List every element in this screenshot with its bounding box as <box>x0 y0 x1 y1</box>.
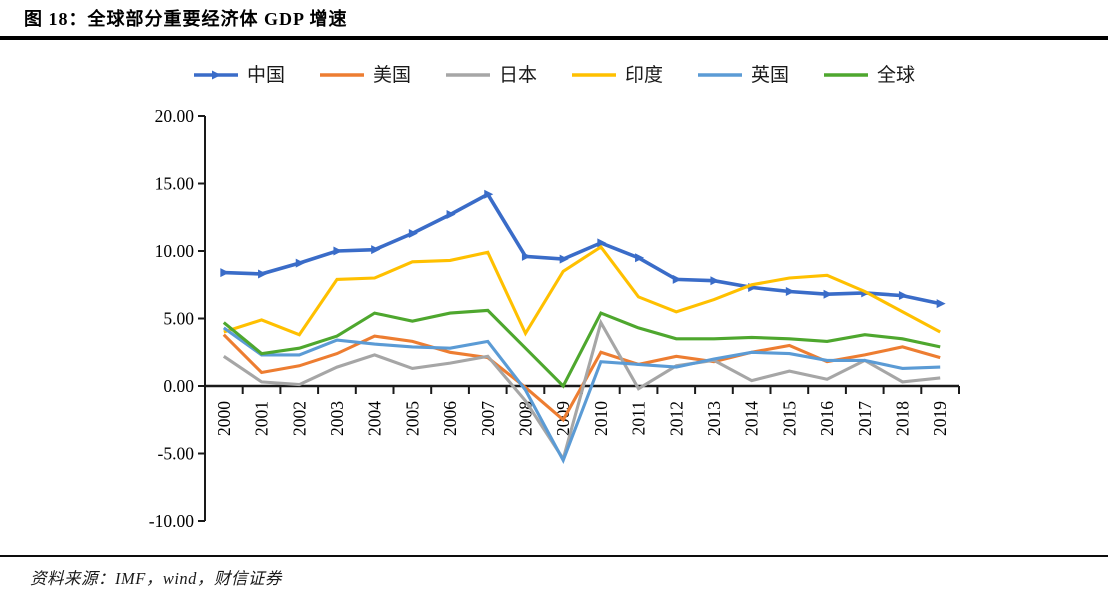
title-rule <box>0 36 1108 40</box>
y-tick-label: -5.00 <box>158 444 195 464</box>
x-tick-label: 2015 <box>779 401 799 436</box>
x-tick-label: 2005 <box>402 401 422 436</box>
legend-swatch <box>319 73 364 77</box>
series-marker <box>295 258 305 268</box>
series-marker <box>521 251 531 261</box>
legend-swatch <box>445 73 490 77</box>
legend-label: 日本 <box>498 64 537 86</box>
series-marker <box>936 299 946 309</box>
series-marker <box>823 289 833 299</box>
x-tick-label: 2001 <box>252 401 272 436</box>
series-line-3 <box>222 318 941 463</box>
legend: 中国 美国 日本 印度 英国 全球 <box>0 58 1108 92</box>
chart-area: 20.00 15.00 10.00 5.00 0.00 -5.00 -10.00 2000 20… <box>149 106 960 531</box>
series-marker <box>258 269 268 279</box>
legend-label: 美国 <box>372 64 411 86</box>
x-tick-label: 2000 <box>214 401 234 436</box>
x-tick-label: 2017 <box>855 401 875 436</box>
x-tick-label: 2012 <box>666 401 686 436</box>
legend-swatch <box>698 73 743 77</box>
series-marker <box>597 238 607 248</box>
series-marker <box>898 291 908 301</box>
x-tick-label: 2018 <box>892 401 912 436</box>
chart-svg: 20.00 15.00 10.00 5.00 0.00 -5.00 -10.00 2000 20… <box>149 106 960 531</box>
y-tick-label: 10.00 <box>155 241 195 261</box>
series-marker <box>785 287 795 296</box>
series-marker <box>559 254 569 264</box>
legend-item: 印度 <box>571 66 663 85</box>
source-block: 资料来源：IMF，wind，财信证券 <box>0 555 1108 592</box>
series-line-1 <box>223 191 941 306</box>
series-marker <box>484 189 494 199</box>
legend-item: 全球 <box>823 66 915 85</box>
legend-item: 中国 <box>193 66 285 85</box>
x-tick-label: 2014 <box>742 401 762 436</box>
series-marker <box>710 276 720 286</box>
x-tick-label: 2016 <box>817 401 837 436</box>
legend-item: 美国 <box>319 66 411 85</box>
series-line-4 <box>223 244 941 337</box>
x-tick-label: 2003 <box>327 401 347 436</box>
x-tick-label: 2004 <box>365 401 385 436</box>
series-marker <box>371 245 381 255</box>
x-tick-label: 2007 <box>478 401 498 436</box>
figure-title: 图 18：全球部分重要经济体 GDP 增速 <box>24 9 348 29</box>
series-marker <box>408 228 418 238</box>
series-marker <box>672 274 682 284</box>
series-marker <box>333 246 343 256</box>
series-line-5 <box>222 326 941 465</box>
y-tick-label: 0.00 <box>163 376 194 396</box>
x-tick-label: 2013 <box>704 401 724 436</box>
x-tick-label: 2011 <box>629 401 649 435</box>
x-tick-label: 2010 <box>591 401 611 436</box>
x-tick-label: 2006 <box>440 401 460 436</box>
y-tick-label: -10.00 <box>149 511 194 531</box>
legend-swatch <box>572 73 616 77</box>
legend-label: 全球 <box>877 64 916 86</box>
x-tick-label: 2002 <box>289 401 309 436</box>
legend-label: 印度 <box>625 64 664 86</box>
y-tick-label: 20.00 <box>155 106 195 126</box>
series-line-6 <box>222 308 941 389</box>
x-tick-label: 2019 <box>930 401 950 436</box>
legend-swatch <box>193 70 238 80</box>
series-marker <box>446 210 456 220</box>
legend-item: 英国 <box>697 66 789 85</box>
y-tick-label: 5.00 <box>163 309 194 329</box>
source-text: 资料来源：IMF，wind，财信证券 <box>30 569 282 588</box>
legend-swatch <box>824 73 869 77</box>
legend-label: 中国 <box>246 64 285 86</box>
legend-item: 日本 <box>445 66 537 85</box>
series-marker <box>635 253 645 263</box>
legend-label: 英国 <box>751 64 790 86</box>
y-tick-label: 15.00 <box>155 174 195 194</box>
series-marker <box>220 268 230 278</box>
